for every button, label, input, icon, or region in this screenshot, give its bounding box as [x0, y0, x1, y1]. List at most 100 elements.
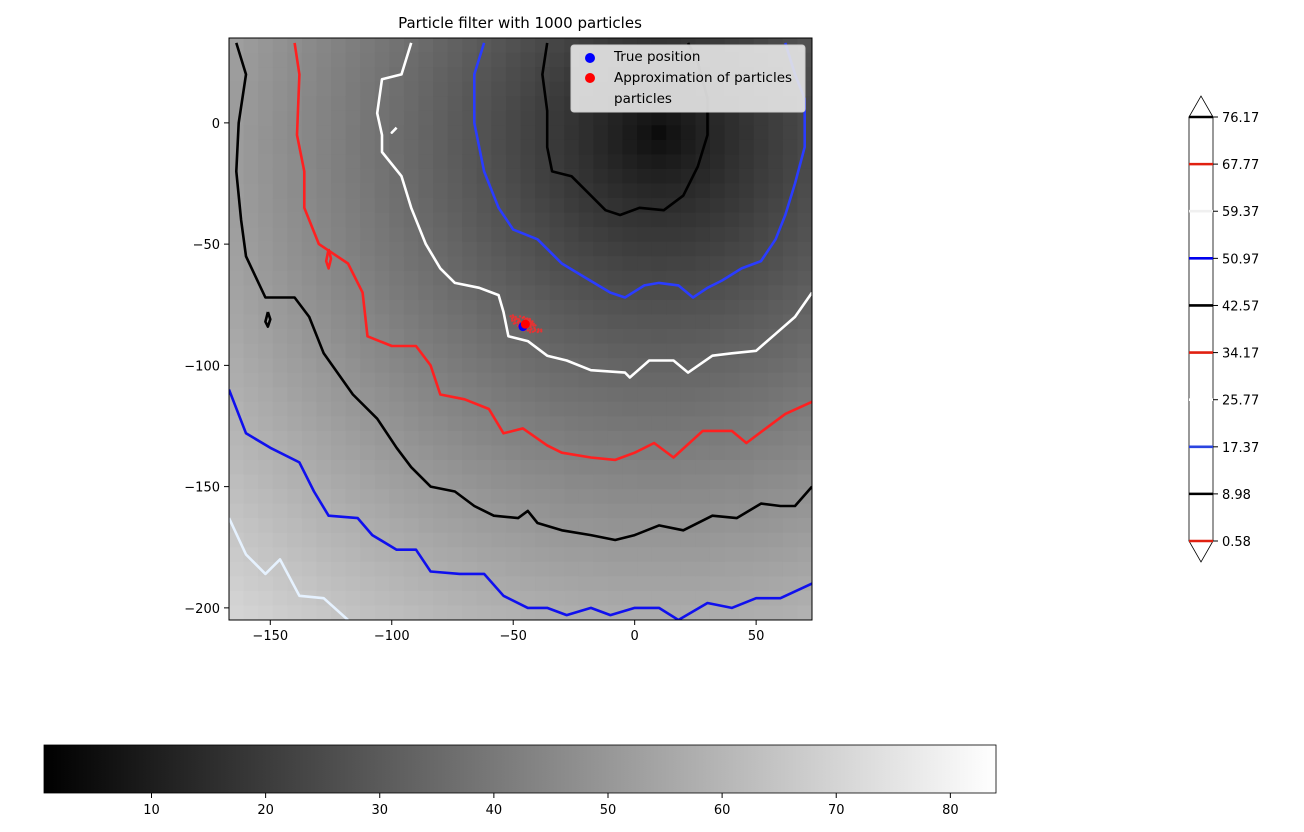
- heatmap-cell: [447, 256, 463, 272]
- heatmap-cell: [287, 489, 303, 505]
- heatmap-cell: [462, 590, 478, 607]
- heatmap-cell: [520, 96, 536, 112]
- heatmap-cell: [389, 52, 405, 68]
- heatmap-cell: [549, 561, 565, 577]
- heatmap-cell: [403, 590, 420, 607]
- heatmap-cell: [447, 605, 463, 620]
- heatmap-cell: [549, 416, 565, 432]
- heatmap-cell: [462, 139, 478, 155]
- heatmap-cell: [768, 329, 784, 345]
- heatmap-cell: [418, 503, 434, 519]
- heatmap-cell: [797, 459, 812, 476]
- heatmap-cell: [637, 154, 653, 170]
- heatmap-cell: [520, 416, 536, 432]
- heatmap-cell: [374, 314, 390, 330]
- heatmap-cell: [301, 576, 318, 592]
- heatmap-cell: [680, 241, 696, 257]
- heatmap-cell: [389, 270, 405, 286]
- heatmap-cell: [491, 605, 507, 620]
- heatmap-cell: [651, 590, 667, 607]
- heatmap-cell: [476, 547, 492, 563]
- heatmap-cell: [418, 168, 434, 185]
- heatmap-cell: [505, 270, 522, 286]
- particle: [509, 315, 512, 318]
- heatmap-cell: [462, 430, 478, 446]
- heatmap-cell: [389, 139, 405, 155]
- y-axis: 0 −50 −100 −150 −200: [184, 117, 229, 617]
- heatmap-cell: [345, 532, 361, 548]
- heatmap-cell: [258, 125, 274, 141]
- heatmap-cell: [462, 154, 478, 170]
- heatmap-cell: [535, 459, 551, 476]
- heatmap-cell: [389, 561, 405, 577]
- heatmap-cell: [462, 241, 478, 257]
- heatmap-cell: [374, 561, 390, 577]
- heatmap-cell: [724, 459, 740, 476]
- heatmap-cell: [316, 38, 332, 54]
- heatmap-cell: [593, 430, 609, 446]
- heatmap-cell: [622, 125, 638, 141]
- heatmap-cell: [564, 489, 580, 505]
- heatmap-cell: [709, 212, 726, 228]
- heatmap-cell: [258, 299, 274, 316]
- heatmap-cell: [287, 372, 303, 388]
- heatmap-cell: [345, 590, 361, 607]
- heatmap-cell: [491, 590, 507, 607]
- heatmap-cell: [797, 168, 812, 185]
- heatmap-cell: [316, 212, 332, 228]
- heatmap-cell: [229, 605, 245, 620]
- heatmap-cell: [739, 139, 755, 155]
- heatmap-cell: [272, 532, 288, 548]
- heatmap-cell: [374, 547, 390, 563]
- contour-colorbar-label: 67.77: [1222, 158, 1259, 173]
- heatmap-cell: [258, 67, 274, 83]
- heatmap-cell: [316, 401, 332, 417]
- heatmap-cell: [520, 81, 536, 97]
- heatmap-cell: [695, 299, 711, 316]
- heatmap-cell: [564, 430, 580, 446]
- heatmap-cell: [229, 329, 245, 345]
- heatmap-cell: [462, 52, 478, 68]
- heatmap-cell: [724, 518, 740, 534]
- heatmap-cell: [476, 81, 492, 97]
- heatmap-cell: [258, 81, 274, 97]
- heatmap-cell: [433, 430, 449, 446]
- heatmap-cell: [301, 605, 318, 620]
- heatmap-cell: [622, 459, 638, 476]
- heatmap-cell: [272, 183, 288, 199]
- heatmap-cell: [607, 227, 624, 243]
- heatmap-cell: [695, 547, 711, 563]
- heatmap-cell: [301, 270, 318, 286]
- heatmap-cell: [535, 547, 551, 563]
- heatmap-cell: [637, 430, 653, 446]
- heatmap-cell: [491, 459, 507, 476]
- heatmap-cell: [345, 416, 361, 432]
- heatmap-cell: [229, 358, 245, 374]
- heatmap-cell: [637, 547, 653, 563]
- heatmap-cell: [564, 110, 580, 126]
- heatmap-cell: [491, 561, 507, 577]
- heatmap-cell: [374, 372, 390, 388]
- heatmap-cell: [345, 110, 361, 126]
- heatmap-cell: [258, 52, 274, 68]
- heatmap-cell: [287, 198, 303, 214]
- particle: [532, 324, 535, 327]
- heatmap-cell: [447, 518, 463, 534]
- heatmap-cell: [258, 110, 274, 126]
- heatmap-cell: [243, 474, 259, 490]
- heatmap-cell: [593, 387, 609, 403]
- heatmap-cell: [578, 227, 594, 243]
- heatmap-cell: [374, 198, 390, 214]
- heatmap-cell: [505, 532, 522, 548]
- heatmap-cell: [535, 576, 551, 592]
- heatmap-cell: [680, 314, 696, 330]
- heatmap-cell: [433, 183, 449, 199]
- heatmap-cell: [637, 212, 653, 228]
- image-colorbar-label: 40: [486, 803, 503, 818]
- heatmap-cell: [564, 299, 580, 316]
- heatmap-cell: [578, 343, 594, 359]
- heatmap-cell: [739, 198, 755, 214]
- heatmap-cell: [753, 168, 769, 185]
- heatmap-cell: [287, 299, 303, 316]
- heatmap-cell: [797, 445, 812, 461]
